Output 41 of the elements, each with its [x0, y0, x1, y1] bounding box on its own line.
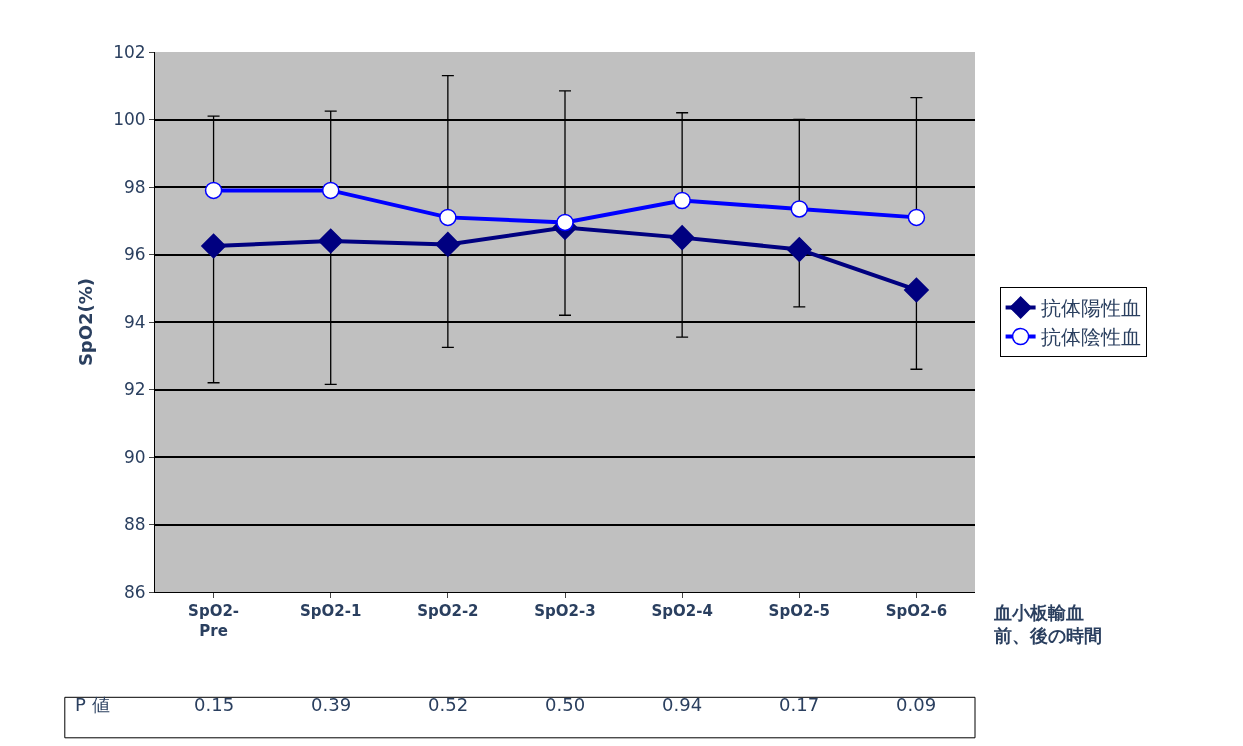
point	[439, 208, 457, 227]
y-axis-title: SpO2(%)	[75, 277, 97, 367]
x-axis-title: 血小板輸血前、後の時間	[993, 602, 1102, 647]
text: 0.50	[545, 694, 586, 715]
point	[204, 181, 223, 200]
x-tick-label: SpO2-3	[534, 602, 596, 620]
y-tick-label: 94	[123, 311, 146, 332]
x-tick-label: SpO2- Pre	[188, 602, 240, 640]
point	[903, 277, 929, 303]
text: 0.17	[779, 694, 820, 715]
y-tick-label: 88	[123, 514, 146, 535]
y-tick-label: 100	[113, 109, 146, 130]
x-tick-label: SpO2-5	[768, 602, 830, 620]
legend-label: 抗体陽性血	[1040, 296, 1141, 321]
point	[435, 231, 461, 257]
point	[321, 181, 340, 200]
point	[907, 208, 926, 227]
point	[669, 225, 695, 251]
x-tick-label: SpO2-2	[417, 602, 479, 620]
point	[786, 236, 812, 262]
point	[673, 191, 691, 210]
y-tick-label: 98	[123, 176, 146, 197]
x-tick-label: SpO2-4	[651, 602, 713, 620]
y-tick-label: 90	[123, 446, 146, 467]
y-tick-label: 96	[123, 244, 146, 265]
text: P 値	[75, 694, 110, 715]
y-tick-label: 102	[113, 41, 146, 62]
point	[318, 228, 344, 254]
y-tick-label: 92	[123, 379, 146, 400]
point	[556, 213, 574, 232]
legend-label: 抗体陰性血	[1040, 325, 1141, 350]
text: 0.15	[194, 694, 235, 715]
text: 0.39	[311, 694, 352, 715]
text: 0.52	[428, 694, 469, 715]
point	[790, 200, 809, 218]
point	[201, 233, 227, 259]
x-tick-label: SpO2-1	[300, 602, 362, 620]
y-tick-label: 86	[123, 581, 146, 602]
text: 0.09	[896, 694, 937, 715]
x-tick-label: SpO2-6	[885, 602, 948, 620]
text: 0.94	[662, 694, 703, 715]
